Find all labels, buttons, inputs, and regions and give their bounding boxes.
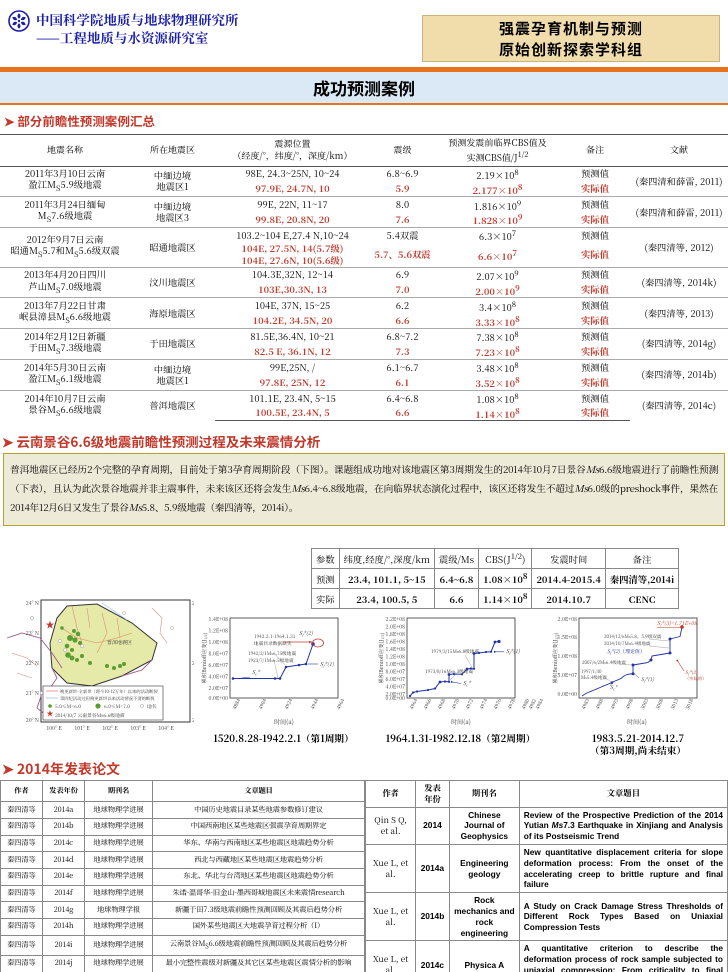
svg-text:4.0E+07: 4.0E+07	[209, 674, 229, 681]
svg-text:2.2E+08: 2.2E+08	[386, 616, 406, 623]
svg-text:5003: 5003	[639, 697, 650, 710]
svg-text:Sc*: Sc*	[463, 679, 472, 689]
svg-text:4970: 4970	[450, 697, 461, 710]
svg-text:22° N: 22° N	[26, 659, 39, 667]
svg-text:1.0E+08: 1.0E+08	[558, 653, 578, 660]
svg-text:Sc*: Sc*	[610, 684, 619, 693]
svg-text:累积Benioff应变(J1/2): 累积Benioff应变(J1/2)	[551, 632, 560, 683]
svg-text:24° N: 24° N	[26, 599, 39, 607]
svg-text:2014/10/7 云南景谷Ms6.6级地震: 2014/10/7 云南景谷Ms6.6级地震	[55, 712, 125, 719]
svg-text:4988: 4988	[594, 697, 605, 710]
svg-text:6.0E+07: 6.0E+07	[386, 676, 406, 683]
svg-text:1.0E+08: 1.0E+08	[209, 639, 229, 646]
svg-text:4904: 4904	[257, 697, 268, 710]
svg-text:晚更新世-全新世（距今10-12万年）以来的活动断裂: 晚更新世-全新世（距今10-12万年）以来的活动断裂	[60, 689, 158, 695]
svg-text:4.0E+07: 4.0E+07	[386, 684, 406, 691]
svg-text:22° N: 22° N	[192, 659, 194, 667]
svg-text:Sf*(1): Sf*(1)	[506, 647, 521, 657]
svg-text:1.5E+08: 1.5E+08	[558, 634, 578, 641]
svg-text:1942.2.1-1964.1.31: 1942.2.1-1964.1.31	[254, 633, 296, 640]
svg-text:5.0E+07: 5.0E+07	[558, 672, 578, 679]
svg-text:时间(a): 时间(a)	[274, 717, 294, 726]
svg-text:时间(a): 时间(a)	[627, 717, 647, 726]
svg-text:累积Benioff应变(J1/2): 累积Benioff应变(J1/2)	[200, 632, 209, 683]
svg-text:2014/12/6Ms5.8、5.9级双震: 2014/12/6Ms5.8、5.9级双震	[604, 633, 662, 640]
svg-text:累积Benioff应变(J1/2): 累积Benioff应变(J1/2)	[377, 632, 386, 683]
svg-text:5008: 5008	[654, 697, 665, 710]
svg-text:4924: 4924	[283, 697, 294, 710]
svg-text:8.0E+07: 8.0E+07	[386, 669, 406, 676]
svg-text:1.2E+08: 1.2E+08	[209, 628, 229, 635]
svg-text:0.0E+00: 0.0E+00	[558, 691, 578, 698]
svg-text:20° N: 20° N	[26, 716, 39, 724]
svg-text:5013: 5013	[669, 697, 680, 710]
svg-text:1942/2/1Ms6.75级地震: 1942/2/1Ms6.75级地震	[248, 650, 297, 657]
svg-text:Sf*(3)=1.71E+08: Sf*(3)=1.71E+08	[657, 619, 698, 629]
svg-text:4966: 4966	[422, 697, 433, 710]
svg-text:4964: 4964	[408, 697, 419, 710]
svg-text:23° N: 23° N	[26, 629, 39, 637]
svg-text:2.0E+07: 2.0E+07	[209, 685, 229, 692]
svg-text:Sf*(1): Sf*(1)	[320, 660, 335, 670]
svg-text:地震目录数据缺失: 地震目录数据缺失	[254, 641, 292, 647]
svg-text:4944: 4944	[309, 697, 320, 710]
svg-text:Sc*: Sc*	[252, 668, 261, 678]
svg-text:Sf*(1): Sf*(1)	[641, 676, 654, 685]
svg-text:5.0≤M<6.0: 5.0≤M<6.0	[55, 703, 81, 710]
svg-text:4993: 4993	[609, 697, 620, 710]
svg-text:4968: 4968	[436, 697, 447, 710]
svg-text:2014/10/7Ms6.4级地震: 2014/10/7Ms6.4级地震	[604, 640, 651, 647]
svg-text:4964: 4964	[335, 697, 346, 710]
svg-text:（实际值）: （实际值）	[685, 676, 706, 682]
svg-text:8.0E+07: 8.0E+07	[209, 651, 229, 658]
svg-text:1.4E+08: 1.4E+08	[386, 646, 406, 653]
svg-text:2.0E+08: 2.0E+08	[386, 624, 406, 631]
svg-text:时间(a): 时间(a)	[451, 717, 471, 726]
svg-text:104° E: 104° E	[158, 724, 174, 732]
svg-text:4974: 4974	[478, 697, 489, 710]
svg-text:1.6E+08: 1.6E+08	[386, 639, 406, 646]
svg-text:21° N: 21° N	[26, 689, 39, 697]
svg-text:4983: 4983	[580, 697, 591, 710]
svg-text:1979/3/15Ms6.8级地震: 1979/3/15Ms6.8级地震	[431, 648, 480, 655]
svg-text:1.2E+08: 1.2E+08	[386, 654, 406, 661]
svg-text:24° N: 24° N	[192, 599, 194, 607]
svg-text:4884: 4884	[231, 697, 242, 710]
svg-text:5018: 5018	[684, 697, 695, 710]
svg-text:0.0E+00: 0.0E+00	[209, 695, 229, 702]
svg-text:第四纪活动过但晚更新世以来活动情况不清的断裂: 第四纪活动过但晚更新世以来活动情况不清的断裂	[60, 696, 155, 702]
svg-text:4978: 4978	[506, 697, 517, 710]
svg-text:2007/6/2Ms6.4级地震: 2007/6/2Ms6.4级地震	[582, 659, 626, 666]
svg-text:1.0E+08: 1.0E+08	[386, 661, 406, 668]
svg-text:1.8E+08: 1.8E+08	[386, 631, 406, 638]
svg-text:地名: 地名	[147, 703, 157, 710]
svg-text:★: ★	[45, 618, 54, 631]
svg-text:101° E: 101° E	[74, 724, 90, 732]
svg-text:Sf*(2): Sf*(2)	[299, 629, 314, 639]
svg-text:4998: 4998	[624, 697, 635, 710]
svg-text:1.4E+08: 1.4E+08	[209, 616, 229, 623]
svg-text:1997/1/30: 1997/1/30	[581, 668, 602, 675]
svg-text:0.0E+00: 0.0E+00	[386, 695, 406, 702]
svg-text:6.0≤M<7.0: 6.0≤M<7.0	[104, 703, 130, 710]
svg-text:20° N: 20° N	[192, 716, 194, 724]
svg-text:4972: 4972	[464, 697, 475, 710]
svg-text:100° E: 100° E	[46, 724, 62, 732]
svg-text:6.0E+07: 6.0E+07	[209, 662, 229, 669]
svg-text:普洱地震区: 普洱地震区	[107, 639, 132, 646]
svg-text:1973/8/16Ms6.3级地震: 1973/8/16Ms6.3级地震	[425, 668, 474, 675]
svg-text:1923/7/1Ms6.5级地震: 1923/7/1Ms6.5级地震	[248, 657, 294, 664]
svg-text:4976: 4976	[492, 697, 503, 710]
svg-text:102° E: 102° E	[102, 724, 118, 732]
svg-text:103° E: 103° E	[130, 724, 146, 732]
svg-text:4984: 4984	[534, 697, 545, 710]
svg-text:2.0E+08: 2.0E+08	[558, 616, 578, 623]
svg-text:★: ★	[47, 709, 54, 719]
svg-text:Sf*(2)（理论值）: Sf*(2)（理论值）	[607, 648, 645, 657]
